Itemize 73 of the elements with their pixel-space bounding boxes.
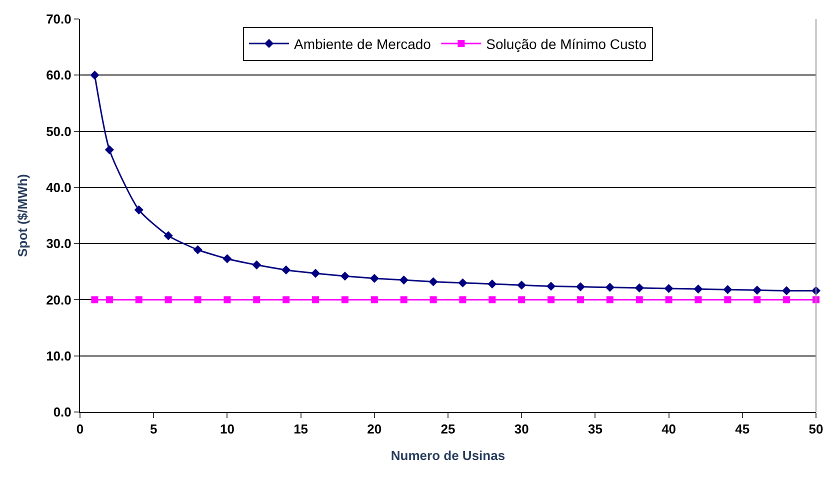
point	[546, 282, 556, 291]
x-tick-label: 10	[220, 422, 234, 437]
point	[164, 296, 172, 304]
x-tick-label: 15	[294, 422, 308, 437]
point	[518, 296, 526, 304]
point	[723, 285, 732, 294]
point	[576, 282, 586, 292]
y-tick-label: 10.0	[46, 348, 72, 364]
point	[694, 296, 702, 304]
point	[606, 296, 614, 304]
point	[106, 296, 113, 304]
point	[104, 145, 114, 154]
y-tick-label: 50.0	[46, 124, 72, 139]
point	[399, 276, 408, 285]
point	[694, 284, 703, 294]
point	[634, 283, 644, 292]
point	[754, 296, 761, 304]
y-tick-label: 60.0	[46, 68, 72, 83]
y-tick-label: 40.0	[46, 180, 72, 195]
y-tick-label: 20.0	[46, 292, 72, 308]
point	[253, 296, 260, 304]
point	[224, 296, 231, 304]
point	[252, 260, 262, 270]
point	[400, 296, 408, 304]
point	[488, 296, 496, 304]
point	[782, 286, 792, 296]
point	[90, 70, 100, 80]
point	[370, 296, 378, 304]
legend-label: Solução de Mínimo Custo	[486, 36, 647, 52]
point	[459, 296, 466, 304]
point	[370, 274, 379, 283]
x-tick-label: 20	[367, 422, 382, 437]
point	[605, 282, 614, 292]
point	[430, 296, 437, 304]
point	[488, 279, 497, 289]
point	[548, 296, 555, 304]
point	[636, 296, 643, 304]
x-tick-label: 30	[514, 422, 529, 437]
y-tick-label: 30.0	[46, 236, 72, 252]
point	[458, 278, 468, 288]
y-tick-label: 0.0	[53, 404, 72, 420]
point	[194, 296, 202, 304]
point	[428, 277, 438, 286]
point	[724, 296, 732, 304]
point	[665, 296, 672, 304]
point	[576, 296, 584, 304]
point	[664, 284, 674, 294]
x-tick-label: 5	[150, 422, 158, 437]
x-tick-label: 0	[76, 422, 84, 437]
point	[135, 296, 142, 304]
point	[340, 272, 350, 281]
x-tick-label: 40	[662, 422, 676, 437]
legend-label: Ambiente de Mercado	[294, 36, 432, 52]
point	[282, 296, 290, 304]
point	[91, 296, 98, 304]
point	[282, 265, 291, 275]
x-tick-label: 50	[808, 422, 824, 437]
y-tick-label: 70.0	[46, 12, 72, 27]
point	[312, 296, 320, 304]
point	[193, 245, 202, 254]
point	[341, 296, 348, 304]
point	[310, 268, 320, 278]
x-tick-label: 45	[735, 422, 750, 437]
point	[134, 205, 144, 214]
point	[783, 296, 790, 304]
point	[517, 280, 526, 290]
y-axis-title: Spot ($/MWh)	[15, 174, 30, 258]
x-axis-title: Numero de Usinas	[390, 448, 506, 464]
point	[164, 231, 173, 240]
point	[752, 286, 762, 295]
x-tick-label: 35	[588, 422, 602, 437]
x-tick-label: 25	[440, 422, 456, 437]
point	[222, 254, 232, 264]
